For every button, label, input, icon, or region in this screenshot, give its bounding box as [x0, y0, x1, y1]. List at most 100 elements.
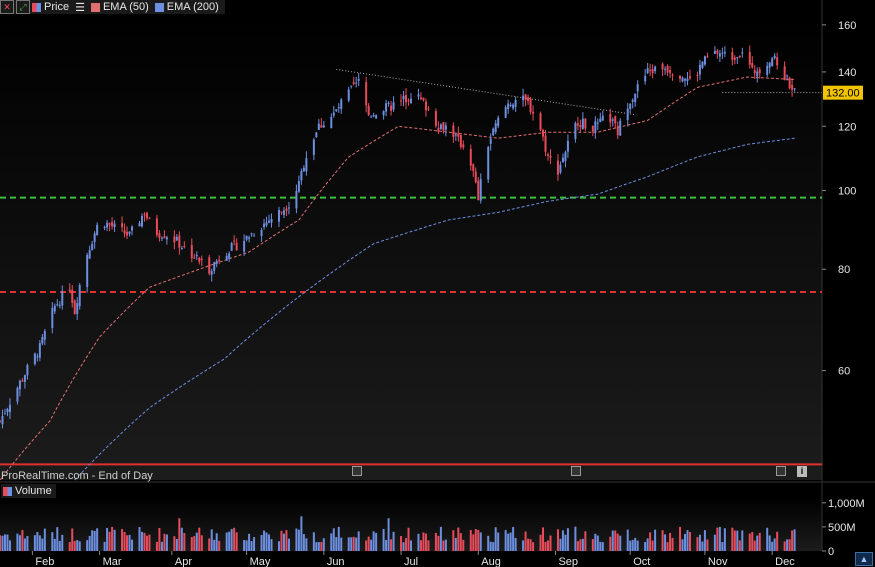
candle[interactable] [123, 230, 126, 234]
candle[interactable] [113, 223, 116, 228]
volume-bar[interactable] [629, 540, 632, 551]
candle[interactable] [477, 180, 480, 200]
volume-bar[interactable] [330, 533, 333, 551]
candle[interactable] [786, 75, 789, 77]
volume-bar[interactable] [121, 529, 124, 551]
volume-bar[interactable] [86, 540, 89, 551]
volume-bar[interactable] [584, 531, 587, 551]
volume-bar[interactable] [337, 526, 340, 551]
candle[interactable] [230, 243, 233, 251]
calendar-icon[interactable] [352, 466, 362, 476]
volume-bar[interactable] [439, 526, 442, 551]
volume-bar[interactable] [16, 533, 19, 551]
candle[interactable] [723, 51, 726, 54]
candle[interactable] [611, 119, 614, 121]
candle[interactable] [248, 237, 251, 239]
volume-bar[interactable] [631, 539, 634, 551]
volume-bar[interactable] [479, 532, 482, 551]
volume-bar[interactable] [41, 538, 44, 551]
candle[interactable] [701, 61, 704, 68]
volume-bar[interactable] [126, 535, 129, 551]
volume-bar[interactable] [701, 541, 704, 551]
candle[interactable] [457, 133, 460, 137]
volume-bar[interactable] [405, 538, 408, 551]
candle[interactable] [320, 125, 323, 128]
volume-bar[interactable] [549, 535, 552, 551]
volume-bar[interactable] [459, 533, 462, 551]
volume-bar[interactable] [591, 539, 594, 551]
candle[interactable] [71, 289, 74, 303]
candle[interactable] [198, 257, 201, 262]
candle[interactable] [741, 52, 744, 54]
legend-ema50[interactable]: EMA (50) [90, 1, 149, 13]
volume-bar[interactable] [753, 540, 756, 551]
volume-bar[interactable] [474, 528, 477, 551]
volume-bar[interactable] [619, 535, 622, 551]
volume-bar[interactable] [228, 531, 231, 551]
candle[interactable] [427, 108, 430, 110]
candle[interactable] [616, 125, 619, 136]
volume-bar[interactable] [1, 535, 4, 551]
candle[interactable] [213, 262, 216, 271]
volume-bar[interactable] [452, 530, 455, 551]
candle[interactable] [579, 125, 582, 128]
volume-bar[interactable] [103, 541, 106, 551]
candle[interactable] [88, 250, 91, 259]
volume-bar[interactable] [96, 528, 99, 551]
volume-bar[interactable] [372, 531, 375, 551]
candle[interactable] [295, 190, 298, 209]
candle[interactable] [317, 123, 320, 130]
volume-bar[interactable] [601, 542, 604, 551]
ema200-line[interactable] [74, 137, 795, 481]
candle[interactable] [596, 122, 599, 124]
candle[interactable] [542, 129, 545, 137]
volume-bar[interactable] [265, 532, 268, 551]
volume-bar[interactable] [579, 539, 582, 551]
candle[interactable] [459, 134, 462, 147]
candle[interactable] [375, 115, 378, 119]
volume-bar[interactable] [268, 534, 271, 551]
legend-price[interactable]: Price [32, 1, 69, 13]
volume-bar[interactable] [402, 542, 405, 551]
candle[interactable] [280, 211, 283, 213]
candle[interactable] [402, 95, 405, 100]
candle[interactable] [462, 144, 465, 148]
candle[interactable] [155, 218, 158, 235]
candle[interactable] [444, 125, 447, 130]
candle[interactable] [128, 231, 131, 234]
candle[interactable] [148, 217, 151, 219]
candle[interactable] [410, 98, 412, 103]
candle[interactable] [208, 257, 211, 274]
candle[interactable] [631, 100, 634, 102]
volume-bar[interactable] [6, 534, 9, 551]
volume-bar[interactable] [347, 537, 350, 551]
candle[interactable] [669, 70, 672, 73]
candle[interactable] [788, 77, 791, 89]
volume-bar[interactable] [248, 533, 251, 551]
candle[interactable] [250, 233, 253, 235]
candle[interactable] [91, 243, 94, 251]
candle[interactable] [1, 415, 4, 425]
candle[interactable] [86, 254, 89, 287]
volume-bar[interactable] [758, 532, 761, 551]
calendar-icon[interactable] [571, 466, 581, 476]
volume-bar[interactable] [614, 530, 617, 551]
volume-bar[interactable] [315, 542, 318, 551]
volume-bar[interactable] [427, 540, 430, 551]
volume-bar[interactable] [390, 539, 393, 551]
volume-bar[interactable] [494, 527, 497, 551]
candle[interactable] [489, 138, 492, 144]
candle[interactable] [584, 118, 587, 129]
volume-bar[interactable] [472, 534, 475, 551]
volume-bar[interactable] [649, 532, 652, 551]
volume-bar[interactable] [287, 538, 290, 551]
candle[interactable] [703, 56, 706, 65]
volume-bar[interactable] [210, 529, 213, 551]
volume-bar[interactable] [332, 528, 335, 551]
candle[interactable] [357, 78, 360, 81]
candle[interactable] [405, 94, 408, 103]
candle[interactable] [138, 223, 141, 227]
candle[interactable] [245, 235, 248, 240]
volume-bar[interactable] [300, 516, 303, 551]
